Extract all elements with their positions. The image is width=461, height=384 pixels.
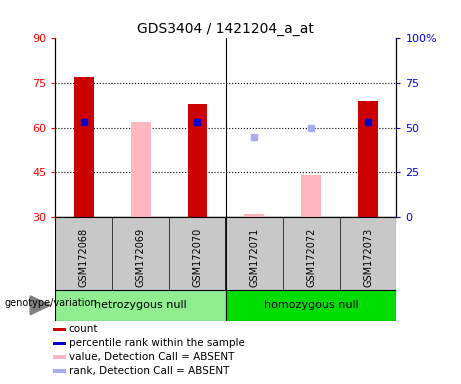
- Text: count: count: [69, 324, 98, 334]
- Title: GDS3404 / 1421204_a_at: GDS3404 / 1421204_a_at: [137, 22, 314, 36]
- Polygon shape: [30, 296, 50, 315]
- Text: percentile rank within the sample: percentile rank within the sample: [69, 338, 245, 348]
- Bar: [53, 369, 66, 372]
- Bar: [53, 328, 66, 331]
- Bar: [53, 356, 66, 359]
- Bar: [244, 214, 264, 217]
- Text: GSM172068: GSM172068: [79, 228, 89, 286]
- Text: homozygous null: homozygous null: [264, 300, 359, 310]
- Text: genotype/variation: genotype/variation: [5, 298, 97, 308]
- Bar: [358, 101, 378, 217]
- Bar: [74, 77, 94, 217]
- Bar: [188, 104, 207, 217]
- Text: rank, Detection Call = ABSENT: rank, Detection Call = ABSENT: [69, 366, 229, 376]
- Text: hetrozygous null: hetrozygous null: [94, 300, 187, 310]
- Text: GSM172072: GSM172072: [306, 227, 316, 287]
- Text: GSM172073: GSM172073: [363, 227, 373, 287]
- Bar: [130, 122, 151, 217]
- Bar: [226, 290, 396, 321]
- Text: GSM172071: GSM172071: [249, 227, 260, 287]
- Text: GSM172069: GSM172069: [136, 228, 146, 286]
- Bar: [53, 342, 66, 345]
- Text: value, Detection Call = ABSENT: value, Detection Call = ABSENT: [69, 352, 234, 362]
- Bar: [55, 290, 226, 321]
- Bar: [301, 175, 321, 217]
- Text: GSM172070: GSM172070: [192, 227, 202, 287]
